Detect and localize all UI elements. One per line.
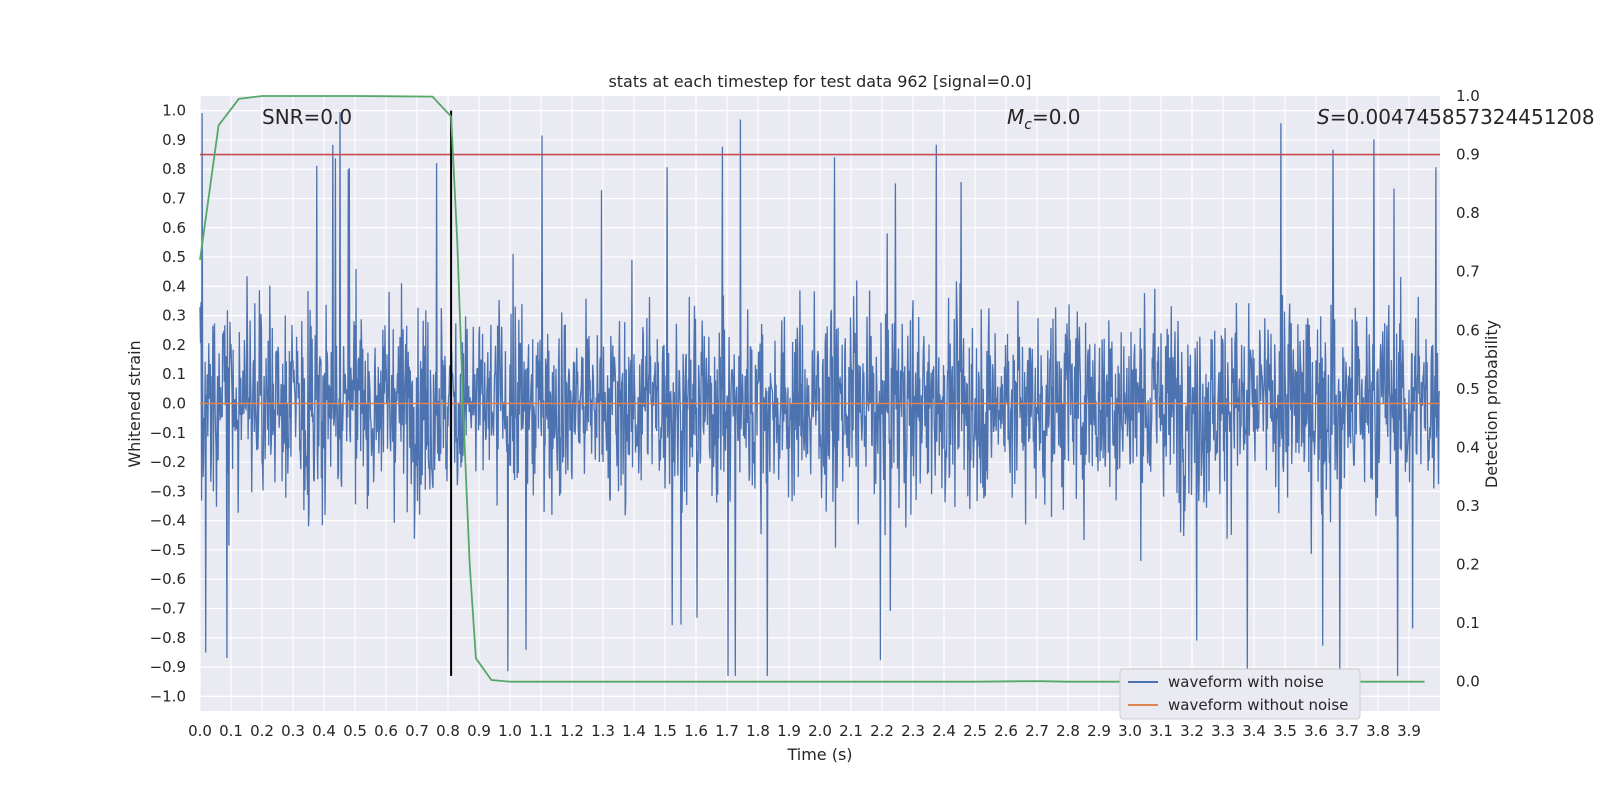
x-tick-label: 1.7 [715,722,739,740]
x-tick-label: 2.8 [1056,722,1080,740]
legend-box [1119,668,1361,720]
x-tick-label: 2.4 [932,722,956,740]
x-tick-label: 3.3 [1211,722,1235,740]
y-tick-label-right: 0.7 [1456,263,1480,281]
y-tick-label: 0.7 [162,190,186,208]
x-tick-label: 3.4 [1242,722,1266,740]
x-tick-label: 2.0 [808,722,832,740]
y-tick-label: −0.6 [150,570,186,588]
noise-waveform-path [199,112,1441,676]
y-tick-label: 0.1 [162,365,186,383]
y-tick-label: −0.2 [150,453,186,471]
s-symbol: S [1317,105,1330,129]
y-tick-label: 0.4 [162,277,186,295]
y-tick-label: 0.5 [162,248,186,266]
x-tick-label: 1.2 [560,722,584,740]
legend: waveform with noise waveform without noi… [1119,668,1361,720]
x-tick-label: 2.5 [963,722,987,740]
x-tick-label: 1.1 [529,722,553,740]
x-tick-label: 0.8 [436,722,460,740]
s-annotation: S=0.004745857324451208 [1317,105,1595,129]
x-tick-label: 2.9 [1087,722,1111,740]
chart-title: stats at each timestep for test data 962… [608,72,1031,91]
x-tick-label: 2.7 [1025,722,1049,740]
x-tick-label: 3.6 [1304,722,1328,740]
series-detection-probability [199,95,1425,683]
mc-annotation: Mc=0.0 [1007,105,1081,133]
y-tick-label-right: 0.9 [1456,146,1480,164]
x-tick-label: 3.7 [1335,722,1359,740]
x-tick-label: 2.1 [839,722,863,740]
snr-annotation: SNR=0.0 [262,105,352,129]
y-tick-label: 0.9 [162,131,186,149]
x-tick-label: 2.3 [901,722,925,740]
x-tick-label: 1.0 [498,722,522,740]
x-tick-label: 1.4 [622,722,646,740]
y-tick-labels-right: 1.0 0.9 0.8 0.7 0.6 0.5 0.4 0.3 0.2 0.1 0.0 [1456,87,1480,691]
y-tick-label: 0.0 [162,395,186,413]
y-tick-label: −0.5 [150,541,186,559]
y-axis-label: Whitened strain [125,340,144,467]
x-tick-label: 3.2 [1180,722,1204,740]
y-tick-label-right: 0.0 [1456,673,1480,691]
x-tick-label: 0.1 [219,722,243,740]
y-tick-label: −0.4 [150,512,186,530]
x-tick-labels: 0.0 0.1 0.2 0.3 0.4 0.5 0.6 0.7 0.8 0.9 1.0 1.1 1.2 1… [188,722,1421,740]
y-tick-label: 0.3 [162,307,186,325]
y-tick-label-right: 0.5 [1456,380,1480,398]
y-tick-label: −0.8 [150,629,186,647]
y-tick-label-right: 0.1 [1456,614,1480,632]
y-tick-label: −0.7 [150,600,186,618]
y-tick-label: 0.2 [162,336,186,354]
legend-label-noise-free: waveform without noise [1168,696,1348,714]
x-tick-label: 3.0 [1118,722,1142,740]
x-tick-label: 3.1 [1149,722,1173,740]
y-tick-label-right: 0.4 [1456,438,1480,456]
x-tick-label: 0.0 [188,722,212,740]
x-tick-label: 0.4 [312,722,336,740]
x-tick-label: 1.6 [684,722,708,740]
x-tick-label: 3.8 [1366,722,1390,740]
mc-value: =0.0 [1032,105,1081,129]
x-tick-label: 0.9 [467,722,491,740]
x-tick-label: 0.5 [343,722,367,740]
y-tick-labels: 1.0 0.9 0.8 0.7 0.6 0.5 0.4 0.3 0.2 0.1 0.0 −0.1 −0.… [150,102,186,706]
y-tick-label: −0.3 [150,482,186,500]
x-tick-label: 3.5 [1273,722,1297,740]
s-value: =0.004745857324451208 [1330,105,1595,129]
x-tick-label: 0.6 [374,722,398,740]
y-tick-label-right: 0.3 [1456,497,1480,515]
x-tick-label: 1.3 [591,722,615,740]
detection-probability-path [199,95,1425,683]
x-tick-label: 1.9 [777,722,801,740]
x-tick-label: 2.6 [994,722,1018,740]
x-tick-label: 3.9 [1397,722,1421,740]
x-tick-label: 0.3 [281,722,305,740]
legend-label-noise: waveform with noise [1168,673,1324,691]
mc-symbol: M [1007,105,1024,129]
series-waveform-with-noise [199,112,1441,676]
x-axis-label: Time (s) [786,745,852,764]
y-tick-label: −0.1 [150,424,186,442]
y-tick-label: −1.0 [150,687,186,705]
x-tick-label: 1.8 [746,722,770,740]
x-tick-label: 2.2 [870,722,894,740]
y-tick-label-right: 0.8 [1456,204,1480,222]
x-tick-label: 0.2 [250,722,274,740]
x-tick-label: 0.7 [405,722,429,740]
y-axis-label-right: Detection probability [1482,320,1501,488]
y-tick-label-right: 0.6 [1456,321,1480,339]
mc-subscript: c [1024,117,1032,133]
y-tick-label-right: 1.0 [1456,87,1480,105]
y-tick-label-right: 0.2 [1456,556,1480,574]
x-tick-label: 1.5 [653,722,677,740]
y-tick-label: −0.9 [150,658,186,676]
y-tick-label: 1.0 [162,102,186,120]
y-tick-label: 0.6 [162,219,186,237]
y-tick-label: 0.8 [162,160,186,178]
